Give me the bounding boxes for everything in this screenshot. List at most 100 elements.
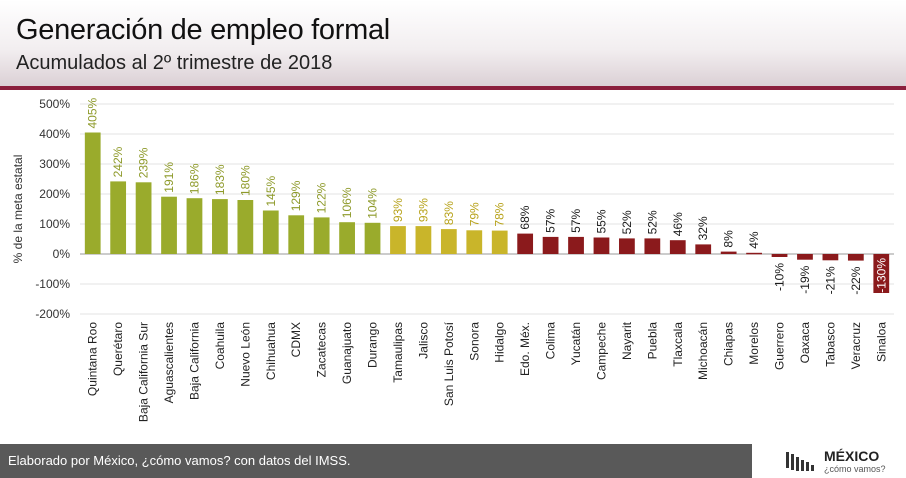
bar bbox=[212, 199, 228, 254]
bar bbox=[568, 236, 584, 254]
category-label: Michoacán bbox=[696, 322, 710, 380]
bar bbox=[262, 210, 279, 254]
y-tick-label: -100% bbox=[35, 277, 70, 291]
bar bbox=[440, 229, 457, 254]
bar bbox=[593, 237, 610, 254]
category-label: Querétaro bbox=[111, 322, 125, 376]
logo-name: MÉXICO bbox=[824, 448, 880, 464]
data-label: 52% bbox=[620, 210, 634, 234]
data-label: 122% bbox=[315, 182, 329, 213]
data-label: 93% bbox=[391, 198, 405, 222]
category-label: Veracruz bbox=[849, 322, 863, 369]
category-label: Quintana Roo bbox=[86, 322, 100, 396]
y-tick-label: -200% bbox=[35, 307, 70, 321]
data-label: 32% bbox=[696, 216, 710, 240]
bar bbox=[669, 240, 686, 254]
data-label: 180% bbox=[238, 165, 252, 196]
bar bbox=[771, 254, 788, 257]
category-label: Tamaulipas bbox=[391, 322, 405, 383]
category-label: Nayarit bbox=[620, 321, 634, 360]
bar-chart: -200% -100% 0% 100% 200% 300% 400% 500% % de la … bbox=[11, 97, 894, 422]
category-label: Campeche bbox=[594, 322, 608, 380]
data-label: -10% bbox=[773, 263, 787, 291]
y-tick-label: 300% bbox=[39, 157, 70, 171]
data-label: 93% bbox=[416, 198, 430, 222]
bar bbox=[390, 226, 406, 254]
category-label: Guerrero bbox=[773, 322, 787, 370]
category-label: Tlaxcala bbox=[671, 322, 685, 367]
category-label: CDMX bbox=[289, 322, 303, 357]
category-label: Durango bbox=[366, 322, 380, 368]
logo-tagline: ¿cómo vamos? bbox=[824, 464, 886, 474]
y-tick-label: 400% bbox=[39, 127, 70, 141]
logo: MÉXICO ¿cómo vamos? bbox=[786, 446, 904, 476]
category-label: Sinaloa bbox=[874, 322, 888, 362]
bar bbox=[797, 254, 813, 260]
data-label: 186% bbox=[187, 163, 201, 194]
chart-title: Generación de empleo formal bbox=[16, 14, 390, 46]
bar bbox=[364, 222, 381, 254]
category-label: Aguascalientes bbox=[162, 322, 176, 403]
category-label: Puebla bbox=[645, 322, 659, 360]
category-label: Chiapas bbox=[722, 322, 736, 366]
bar bbox=[415, 226, 432, 254]
data-label: 79% bbox=[467, 202, 481, 226]
chart-subtitle: Acumulados al 2º trimestre de 2018 bbox=[16, 52, 333, 74]
category-label: Morelos bbox=[747, 322, 761, 365]
category-label: Yucatán bbox=[569, 322, 583, 365]
data-label: 4% bbox=[747, 231, 761, 249]
logo-bars-icon bbox=[786, 452, 814, 471]
y-tick-label: 0% bbox=[53, 247, 71, 261]
data-label: 68% bbox=[518, 205, 532, 229]
data-label: 46% bbox=[671, 212, 685, 236]
data-label: -19% bbox=[798, 265, 812, 293]
bar bbox=[161, 196, 177, 254]
category-label: Guanajuato bbox=[340, 322, 354, 384]
bar bbox=[822, 254, 839, 261]
data-label: 129% bbox=[289, 180, 303, 211]
category-label: San Luis Potosí bbox=[442, 321, 456, 406]
data-label: 57% bbox=[569, 209, 583, 233]
category-label: Chihuahua bbox=[264, 322, 278, 380]
category-label: Coahuila bbox=[213, 322, 227, 370]
data-label: 104% bbox=[366, 188, 380, 219]
header-band bbox=[0, 0, 906, 90]
y-tick-label: 200% bbox=[39, 187, 70, 201]
data-label: -130% bbox=[874, 258, 888, 293]
header-accent-line bbox=[0, 86, 906, 90]
bar bbox=[619, 238, 635, 254]
data-label: -22% bbox=[849, 266, 863, 294]
data-label: 83% bbox=[442, 201, 456, 225]
y-tick-label: 100% bbox=[39, 217, 70, 231]
bar bbox=[466, 230, 483, 254]
category-label: Edo. Méx. bbox=[518, 322, 532, 376]
footer: Elaborado por México, ¿cómo vamos? con d… bbox=[0, 444, 906, 478]
category-label: Oaxaca bbox=[798, 322, 812, 364]
bar bbox=[110, 181, 127, 254]
bar bbox=[873, 254, 890, 293]
bar bbox=[720, 251, 737, 254]
bar bbox=[491, 230, 508, 254]
category-label: Colima bbox=[544, 322, 558, 360]
bar bbox=[186, 198, 203, 254]
footer-credit: Elaborado por México, ¿cómo vamos? con d… bbox=[8, 453, 351, 468]
data-label: 183% bbox=[213, 164, 227, 195]
y-axis-label: % de la meta estatal bbox=[11, 155, 25, 264]
bar bbox=[746, 252, 762, 255]
data-label: 242% bbox=[111, 146, 125, 177]
category-label: Nuevo León bbox=[238, 322, 252, 387]
bar bbox=[237, 200, 254, 254]
category-label: Sonora bbox=[467, 322, 481, 361]
bar bbox=[695, 244, 712, 254]
category-label: Jalisco bbox=[416, 322, 430, 359]
category-label: Baja California bbox=[187, 322, 201, 400]
bar bbox=[339, 222, 355, 254]
bar bbox=[135, 182, 152, 254]
data-label: 405% bbox=[86, 97, 100, 128]
category-label: Tabasco bbox=[823, 322, 837, 367]
data-label: 106% bbox=[340, 187, 354, 218]
category-label: Baja California Sur bbox=[137, 322, 151, 422]
category-label: Hidalgo bbox=[493, 322, 507, 363]
bar bbox=[644, 238, 661, 254]
bar bbox=[313, 217, 330, 254]
